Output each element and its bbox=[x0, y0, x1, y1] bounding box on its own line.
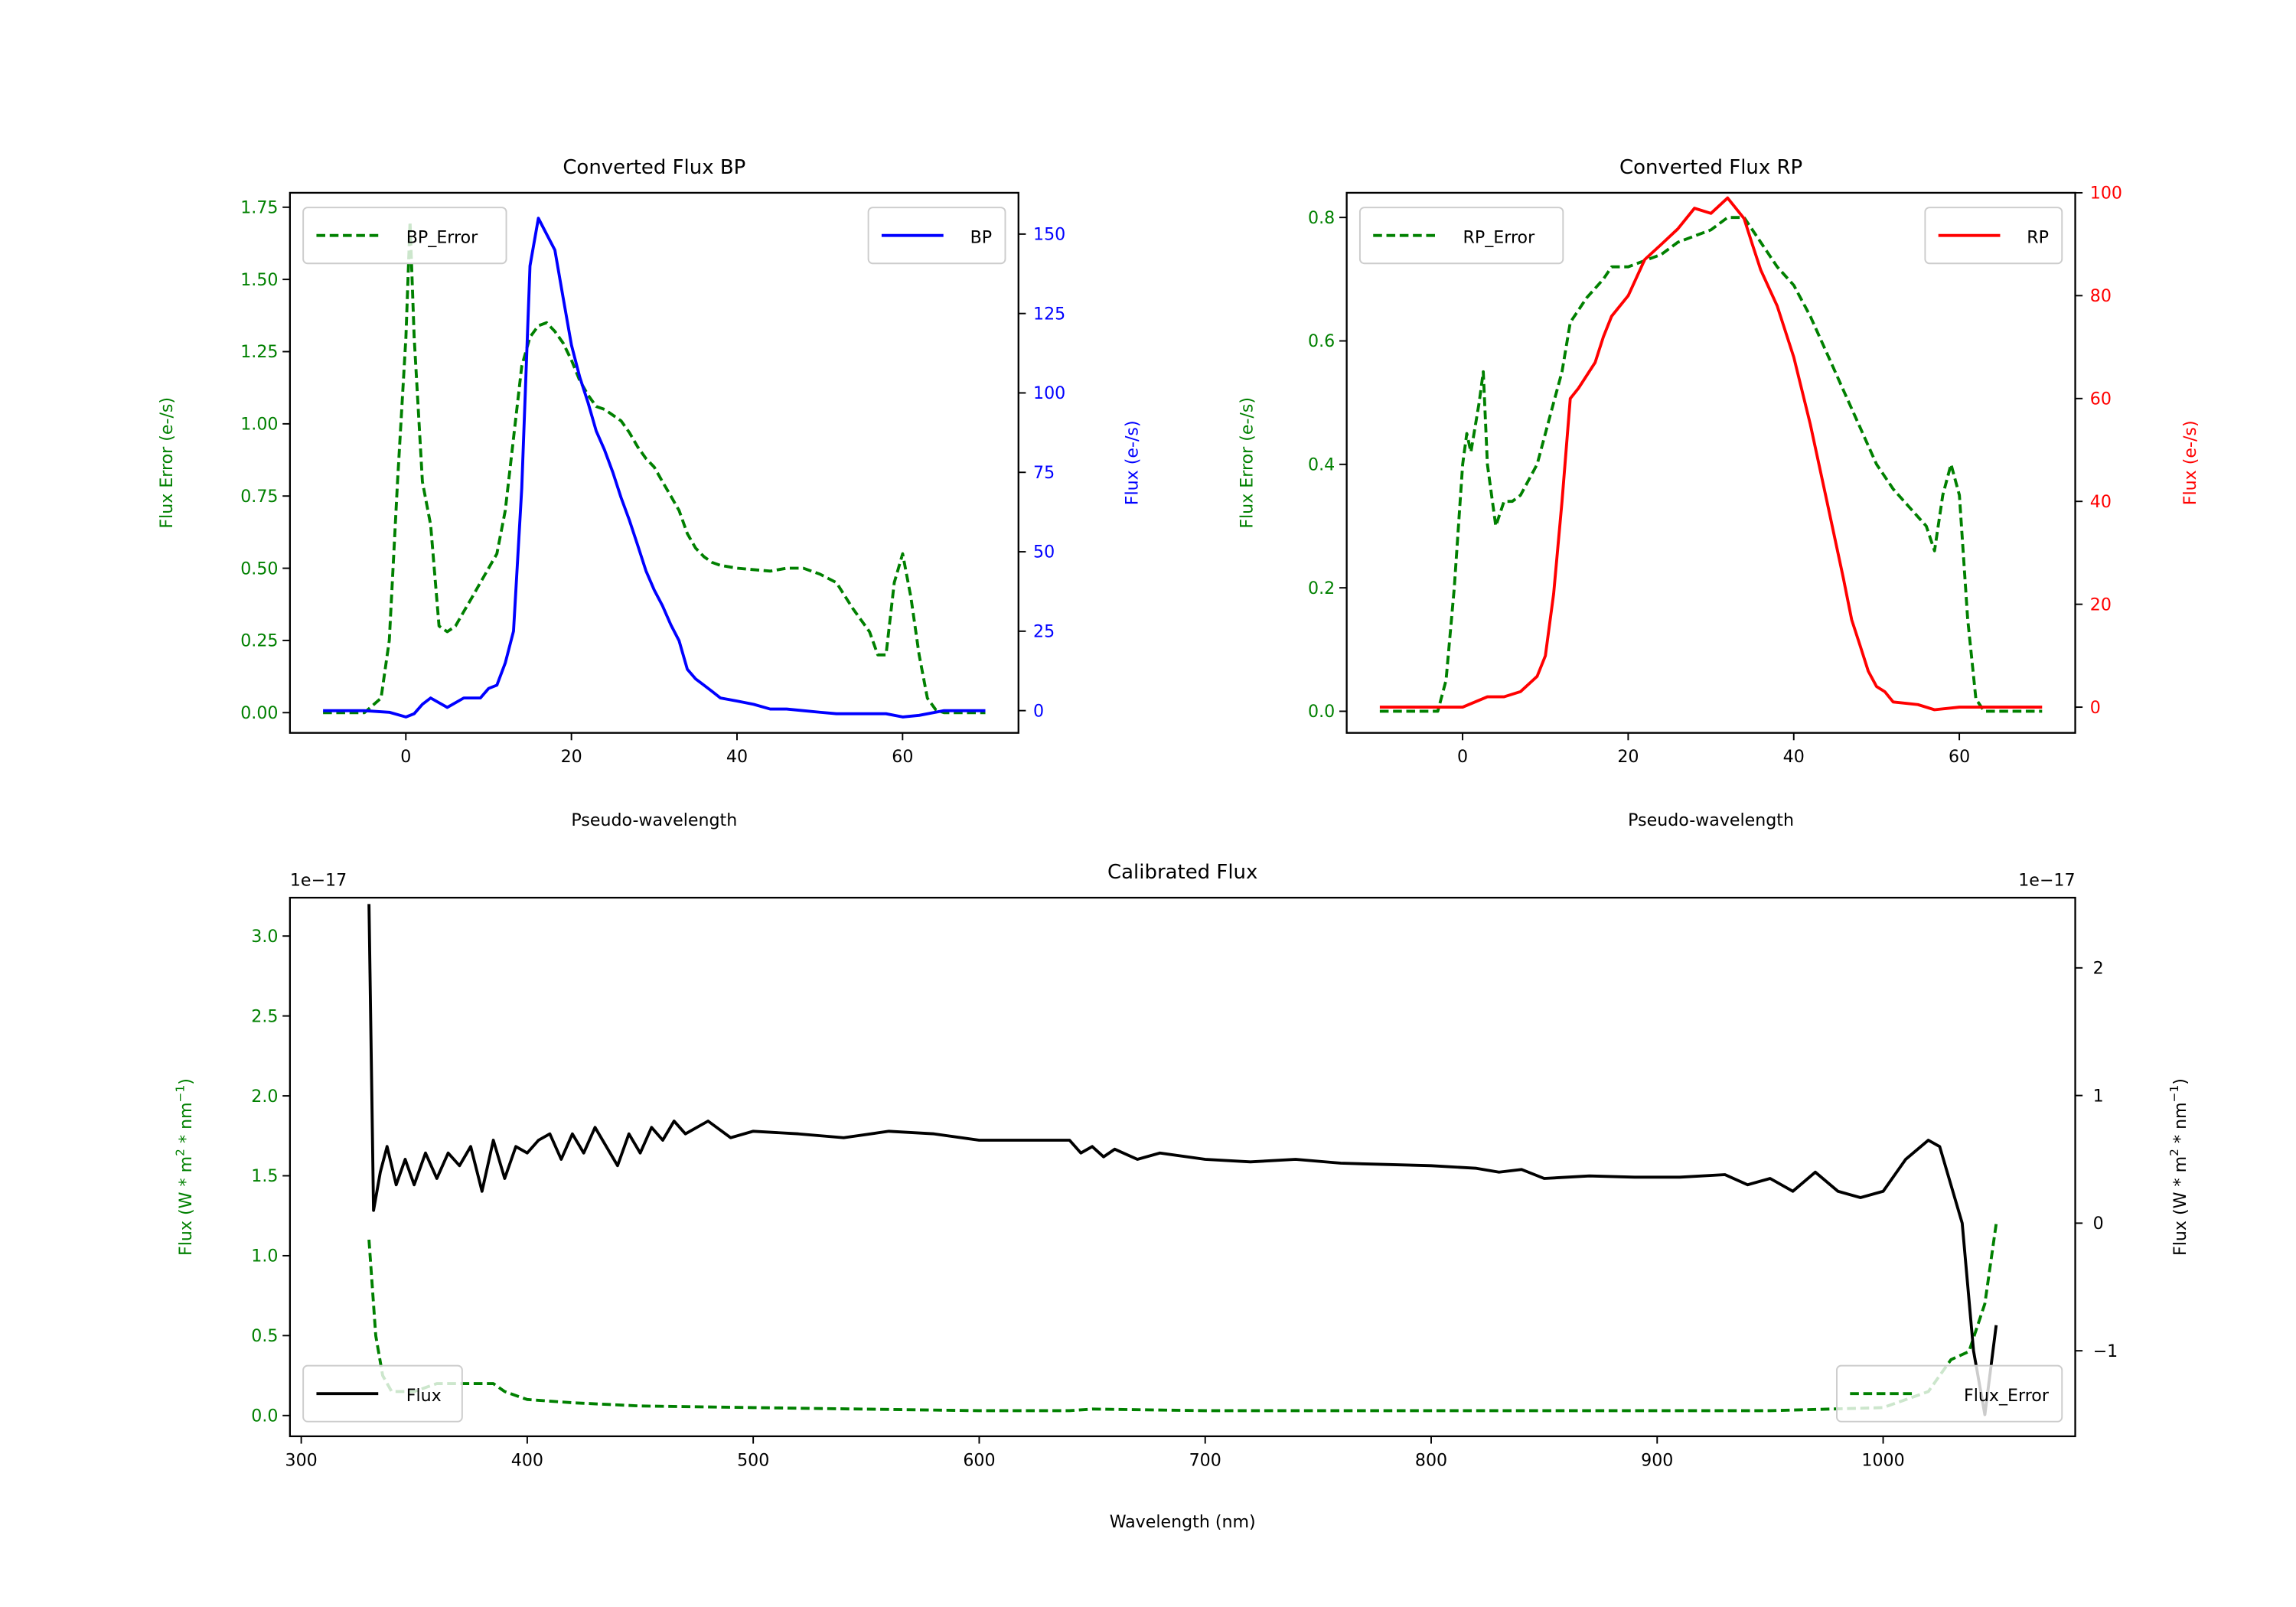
y-right-axis-label: Flux (e-/s) bbox=[1123, 420, 1143, 505]
axes-frame bbox=[289, 896, 2076, 1438]
x-tick-label: 1000 bbox=[1861, 1450, 1904, 1470]
legend-bp_error: BP_Error bbox=[302, 207, 507, 265]
series-line-bp bbox=[323, 217, 986, 719]
y-left-tick-label: 1.00 bbox=[240, 415, 278, 435]
y-left-axis-label: Flux Error (e-/s) bbox=[1238, 397, 1257, 529]
x-tick-label: 40 bbox=[726, 747, 748, 767]
legend-label: RP bbox=[2027, 227, 2049, 247]
legend-box bbox=[1836, 1364, 2063, 1423]
series-line-rp bbox=[1379, 196, 2043, 712]
x-tick-label: 900 bbox=[1641, 1450, 1673, 1470]
x-tick-label: 60 bbox=[1949, 747, 1970, 767]
x-tick-label: 0 bbox=[400, 747, 411, 767]
legend-box bbox=[302, 1364, 463, 1423]
y-right-tick-label: 80 bbox=[2090, 286, 2112, 306]
y-left-tick-label: 2.5 bbox=[251, 1006, 278, 1026]
y-left-tick-label: 1.75 bbox=[240, 197, 278, 217]
legend-rp: RP bbox=[1924, 207, 2063, 265]
chart-1: 0 20 40 60 0.00 0.25 0.50 0.75 1.00 1.25 1.50 1.75 0… bbox=[157, 156, 1143, 830]
y-right-tick-label: 0 bbox=[1033, 701, 1044, 721]
x-tick-label: 500 bbox=[737, 1450, 769, 1470]
x-tick-label: 300 bbox=[285, 1450, 318, 1470]
legend-rp_error: RP_Error bbox=[1358, 207, 1564, 265]
legend-flux_error: Flux_Error bbox=[1836, 1364, 2063, 1423]
chart-title: Converted Flux BP bbox=[563, 156, 745, 179]
y-right-offset-label: 1e−17 bbox=[2018, 871, 2075, 891]
x-axis-label: Pseudo-wavelength bbox=[571, 810, 737, 830]
legend-label: Flux bbox=[406, 1386, 442, 1406]
x-tick-label: 20 bbox=[561, 747, 582, 767]
y-right-tick-label: 25 bbox=[1033, 622, 1055, 642]
y-left-tick-label: 0.50 bbox=[240, 559, 278, 579]
legend-box bbox=[1358, 207, 1564, 265]
axes-frame bbox=[289, 191, 1019, 734]
chart-title: Converted Flux RP bbox=[1619, 156, 1802, 179]
y-right-tick-label: 50 bbox=[1033, 543, 1055, 562]
y-left-axis-label: Flux Error (e-/s) bbox=[157, 397, 177, 529]
y-right-tick-label: 150 bbox=[1033, 225, 1065, 245]
x-tick-label: 40 bbox=[1783, 747, 1805, 767]
chart-title: Calibrated Flux bbox=[1107, 861, 1257, 884]
chart-3: 300 400 500 600 700 800 900 1000 0.0 0.5 1.0 1.5 2.0… bbox=[173, 861, 2190, 1532]
x-axis-label: Pseudo-wavelength bbox=[1628, 810, 1794, 830]
y-left-tick-label: 1.50 bbox=[240, 270, 278, 290]
y-right-tick-label: 0 bbox=[2093, 1214, 2104, 1234]
x-tick-label: 20 bbox=[1617, 747, 1639, 767]
y-right-tick-label: 100 bbox=[1033, 383, 1065, 403]
y-left-axis-label: Flux (W * m2 * nm−1) bbox=[173, 1078, 196, 1256]
y-right-axis-label: Flux (e-/s) bbox=[2180, 420, 2200, 505]
legend-box bbox=[302, 207, 507, 265]
chart-2: 0 20 40 60 0.0 0.2 0.4 0.6 0.8 0 20 40 60 80 100 Conver… bbox=[1238, 156, 2201, 830]
y-left-tick-label: 1.5 bbox=[251, 1166, 278, 1186]
x-axis-label: Wavelength (nm) bbox=[1110, 1512, 1256, 1532]
y-left-tick-label: 0.2 bbox=[1308, 579, 1335, 598]
y-left-tick-label: 0.00 bbox=[240, 703, 278, 723]
y-right-axis-label: Flux (W * m2 * nm−1) bbox=[2167, 1078, 2190, 1256]
y-right-tick-label: 40 bbox=[2090, 492, 2112, 512]
y-left-tick-label: 0.4 bbox=[1308, 455, 1335, 475]
y-left-tick-label: 0.6 bbox=[1308, 331, 1335, 351]
y-left-offset-label: 1e−17 bbox=[290, 871, 347, 891]
x-tick-label: 0 bbox=[1457, 747, 1468, 767]
y-left-tick-label: 0.25 bbox=[240, 631, 278, 651]
y-right-tick-label: 2 bbox=[2093, 959, 2104, 979]
y-left-tick-label: 0.5 bbox=[251, 1326, 278, 1346]
y-right-tick-label: 60 bbox=[2090, 389, 2112, 409]
x-tick-label: 800 bbox=[1415, 1450, 1447, 1470]
y-left-tick-label: 3.0 bbox=[251, 927, 278, 947]
y-right-tick-label: 1 bbox=[2093, 1086, 2104, 1106]
y-right-tick-label: 125 bbox=[1033, 304, 1065, 324]
y-left-tick-label: 0.0 bbox=[251, 1406, 278, 1426]
legend-label: BP bbox=[970, 227, 993, 247]
x-tick-label: 400 bbox=[511, 1450, 543, 1470]
y-right-tick-label: −1 bbox=[2093, 1341, 2118, 1361]
legend-label: RP_Error bbox=[1463, 227, 1536, 247]
series-line-flux bbox=[367, 904, 1998, 1416]
y-right-tick-label: 100 bbox=[2090, 184, 2122, 204]
y-left-tick-label: 0.0 bbox=[1308, 702, 1335, 722]
x-tick-label: 60 bbox=[892, 747, 913, 767]
y-right-tick-label: 0 bbox=[2090, 698, 2101, 718]
y-left-tick-label: 2.0 bbox=[251, 1087, 278, 1107]
x-tick-label: 600 bbox=[963, 1450, 995, 1470]
series-line-flux_error bbox=[367, 1223, 1998, 1413]
y-left-tick-label: 1.0 bbox=[251, 1247, 278, 1266]
series-line-rp_error bbox=[1379, 216, 2043, 713]
series-line-bp_error bbox=[323, 220, 986, 715]
y-left-tick-label: 0.8 bbox=[1308, 208, 1335, 228]
legend-bp: BP bbox=[867, 207, 1006, 265]
y-right-tick-label: 20 bbox=[2090, 595, 2112, 614]
legend-flux: Flux bbox=[302, 1364, 463, 1423]
legend-label: BP_Error bbox=[406, 227, 478, 247]
y-right-tick-label: 75 bbox=[1033, 463, 1055, 483]
x-tick-label: 700 bbox=[1189, 1450, 1221, 1470]
y-left-tick-label: 1.25 bbox=[240, 342, 278, 362]
axes-frame bbox=[1345, 191, 2076, 734]
legend-label: Flux_Error bbox=[1964, 1386, 2050, 1406]
y-left-tick-label: 0.75 bbox=[240, 487, 278, 507]
